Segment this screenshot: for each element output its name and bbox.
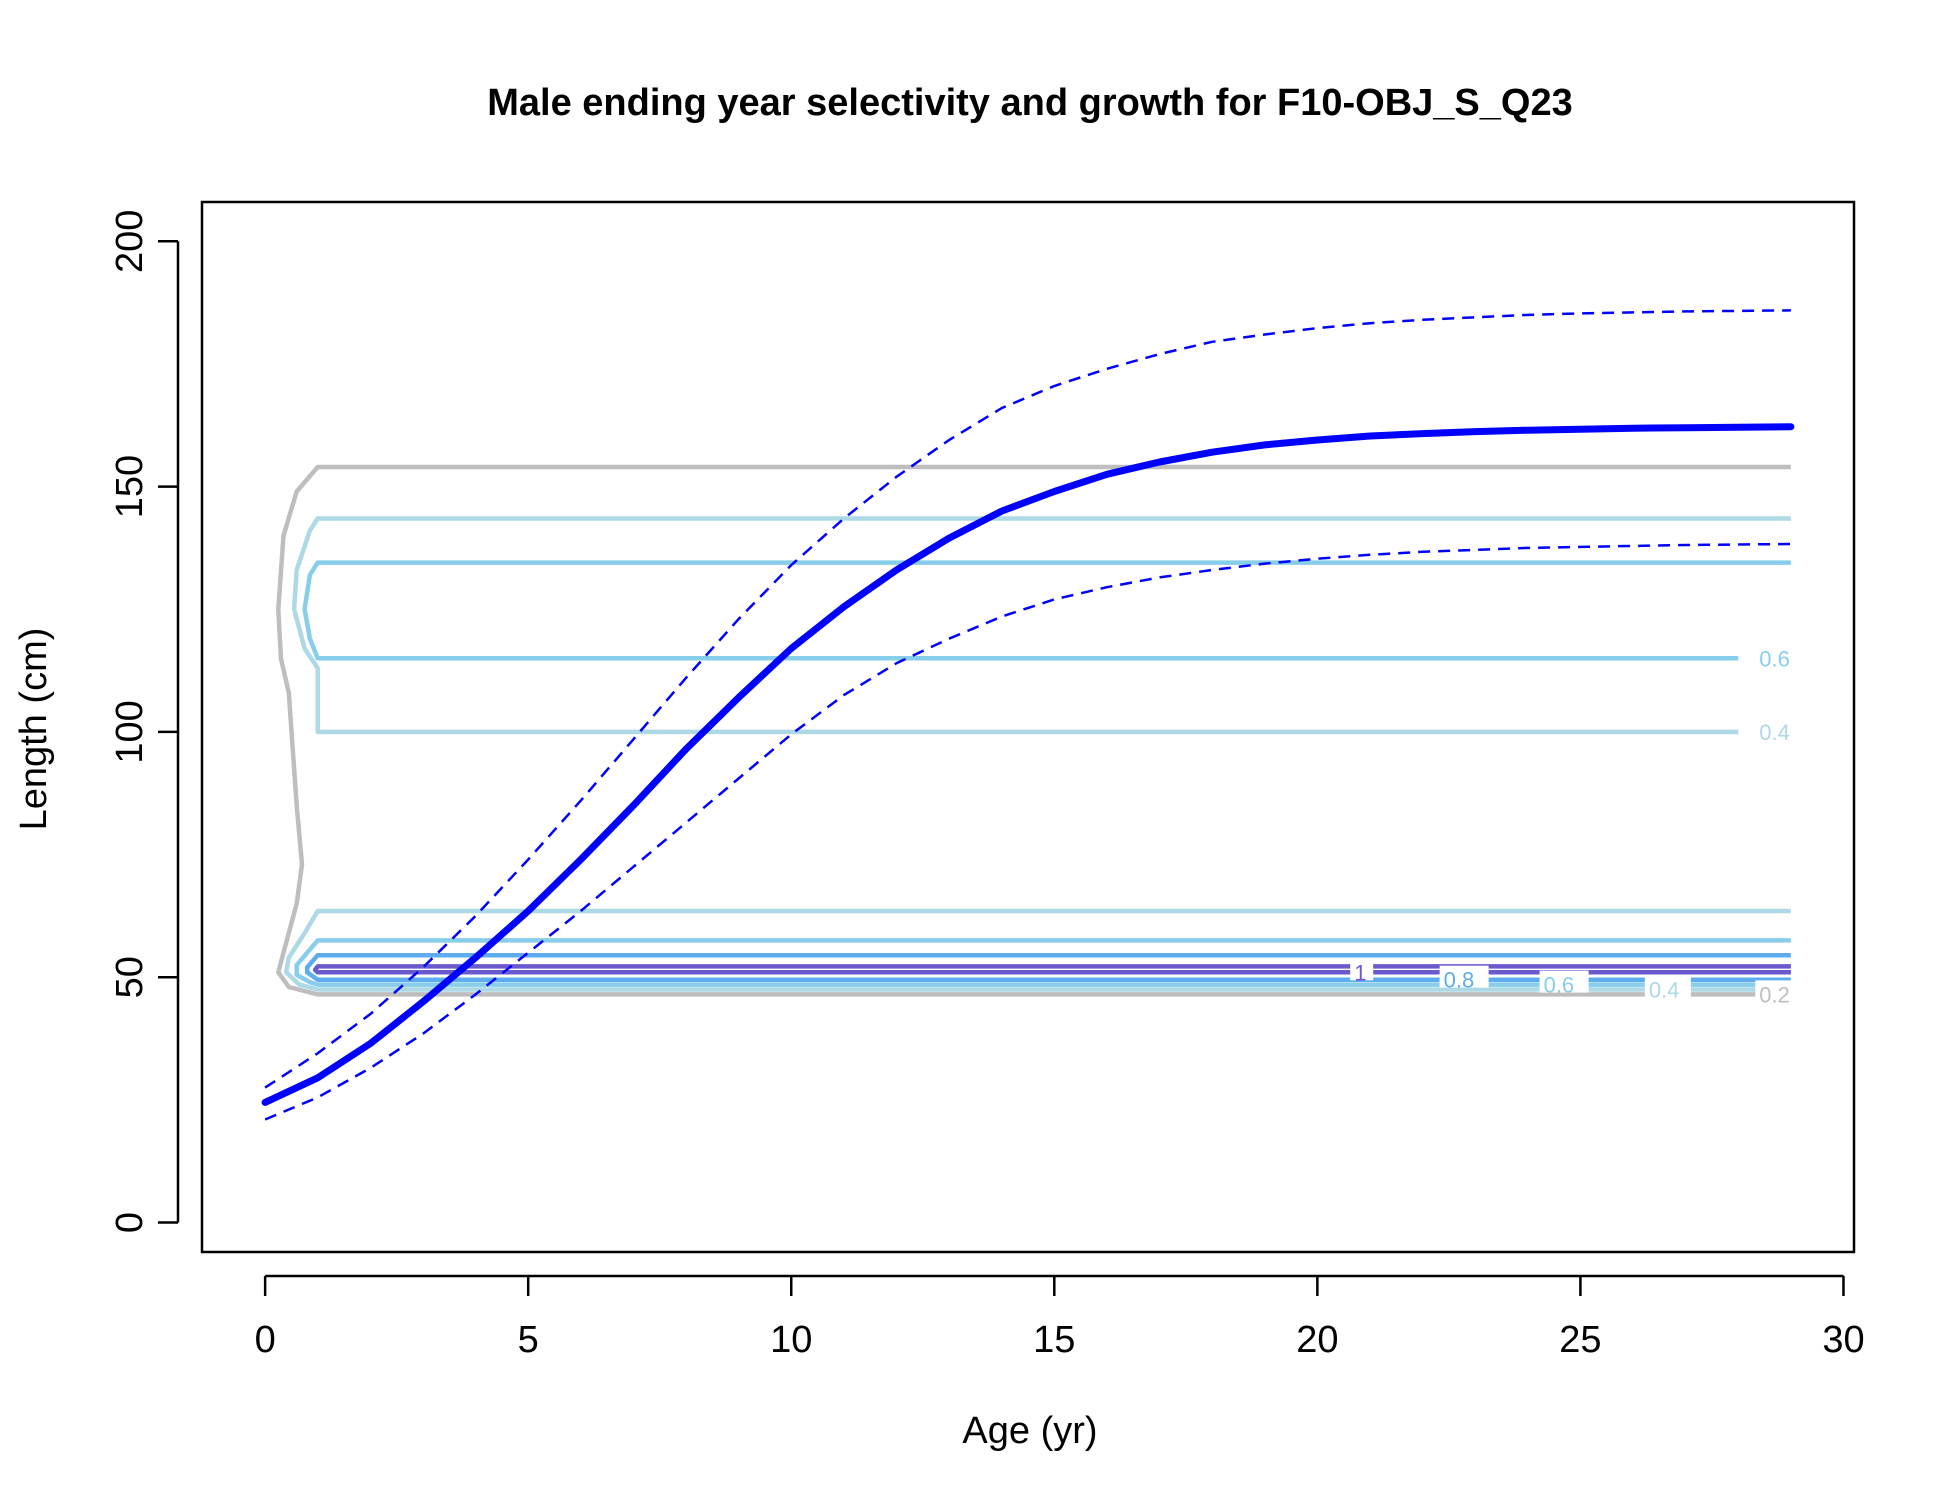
contour-label-bg <box>1755 980 1805 1003</box>
contour-line-1-6 <box>312 964 1791 975</box>
x-tick-label: 5 <box>518 1319 539 1361</box>
contour-label-bg <box>1439 965 1489 988</box>
y-tick-label: 200 <box>109 210 151 273</box>
x-axis: 0 5 10 15 20 25 30 <box>255 1274 1865 1361</box>
contour-label-1: 1 <box>1354 960 1366 985</box>
y-axis: 0 50 100 150 200 <box>109 210 180 1233</box>
contour-line-0-4-3 <box>283 908 1791 992</box>
contour-label-bg <box>1350 958 1374 981</box>
contour-line-0-8-5 <box>304 952 1791 982</box>
contour-label-0-4-low: 0.4 <box>1649 978 1680 1003</box>
chart-title: Male ending year selectivity and growth … <box>487 82 1572 124</box>
x-tick-label: 0 <box>255 1319 276 1361</box>
contour-label-bg <box>1755 717 1805 740</box>
contour-label-bg <box>1644 975 1691 998</box>
y-tick-label: 100 <box>109 700 151 763</box>
contour-line-0-6-4 <box>294 938 1791 987</box>
contour-label-bg <box>1539 970 1589 993</box>
contour-labels: 0.2 0.4 0.6 0.6 0.8 1 0.4 <box>1350 644 1805 1007</box>
growth-lower-interval <box>264 542 1791 1121</box>
contour-label-0-8: 0.8 <box>1444 968 1475 993</box>
x-tick-label: 30 <box>1822 1319 1864 1361</box>
x-tick-label: 25 <box>1559 1319 1601 1361</box>
y-tick-label: 50 <box>109 956 151 998</box>
x-axis-label: Age (yr) <box>962 1410 1097 1452</box>
y-tick-label: 150 <box>109 455 151 518</box>
selectivity-contours <box>276 464 1791 997</box>
contour-label-0-6: 0.6 <box>1544 973 1575 998</box>
contour-line-0-6-2 <box>302 560 1791 661</box>
contour-label-bg <box>1755 644 1805 667</box>
y-axis-label: Length (cm) <box>13 628 55 831</box>
growth-mean-curve <box>261 423 1795 1106</box>
plot-frame <box>200 200 1856 1254</box>
x-tick-label: 20 <box>1296 1319 1338 1361</box>
x-tick-label: 10 <box>770 1319 812 1361</box>
contour-label-0-4: 0.4 <box>1759 720 1790 745</box>
contour-line-0-4-1 <box>291 516 1791 735</box>
x-tick-label: 15 <box>1033 1319 1075 1361</box>
contour-line-0-2-0 <box>276 464 1791 997</box>
y-tick-label: 0 <box>109 1212 151 1233</box>
contour-label-0-6: 0.6 <box>1759 646 1790 671</box>
growth-curves <box>261 309 1795 1121</box>
contour-label-0-2: 0.2 <box>1759 982 1790 1007</box>
